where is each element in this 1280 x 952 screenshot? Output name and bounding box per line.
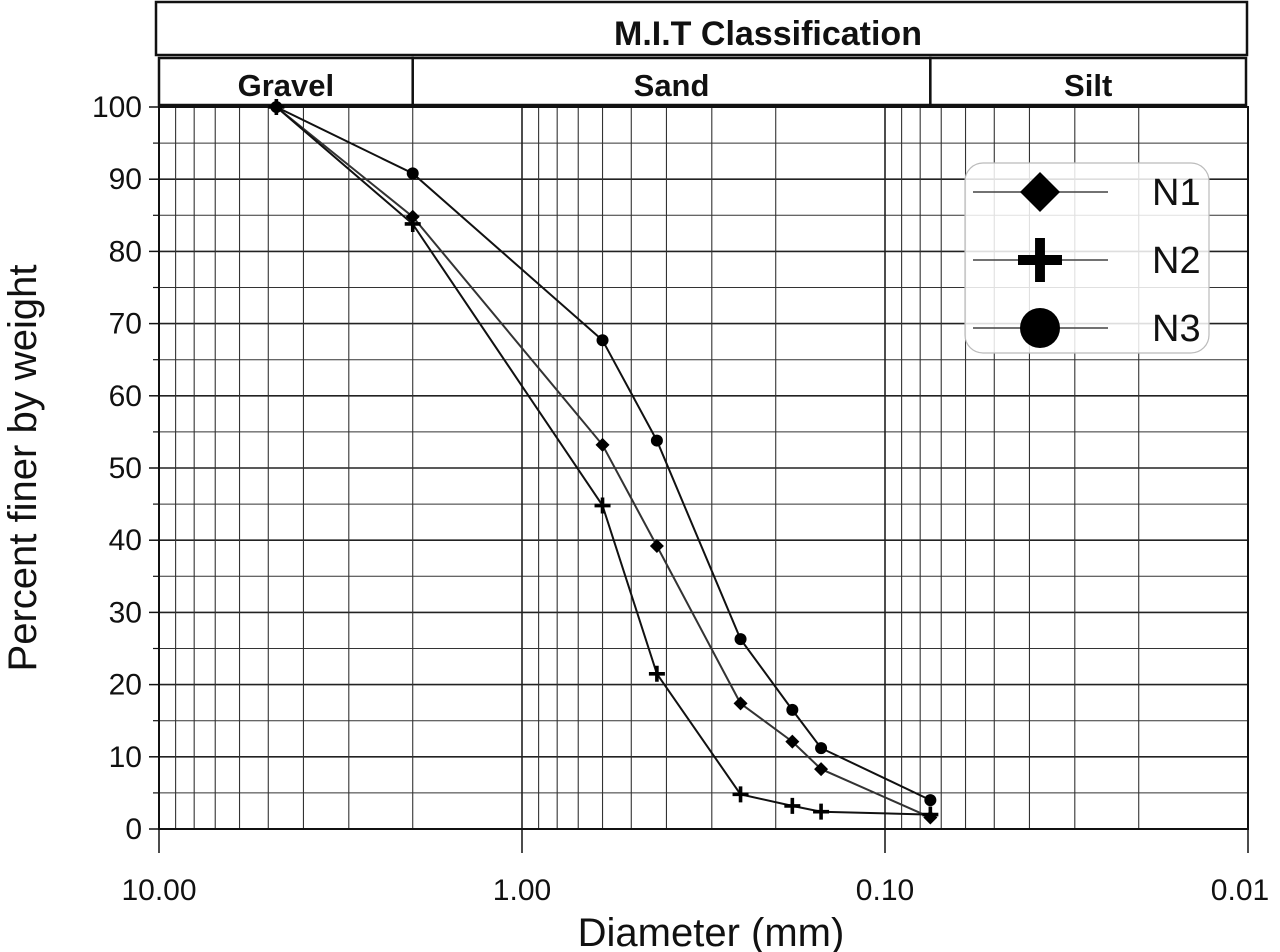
- classification-title-box: [154, 0, 1249, 57]
- data-point-n2: [732, 786, 749, 803]
- data-point-n2: [784, 797, 801, 814]
- x-tick-label: 0.10: [856, 874, 914, 907]
- x-axis-ticks: 10.00 1.00 0.10 0.01: [121, 829, 1269, 907]
- legend-marker-n1: [1020, 172, 1060, 212]
- data-point-n2: [813, 803, 830, 820]
- data-point-n1: [733, 696, 748, 711]
- data-point-n3: [786, 703, 799, 716]
- y-tick-label: 90: [109, 163, 142, 196]
- series-line-n3: [275, 106, 931, 802]
- class-band-label-sand: Sand: [634, 68, 710, 103]
- legend-label-n3: N3: [1152, 308, 1201, 350]
- y-axis-ticks: 0 10 20 30 40 50 60 70 80 90 100: [92, 91, 159, 846]
- series-n1: [269, 100, 938, 825]
- series-line-n1: [275, 106, 931, 819]
- data-point-n1: [595, 437, 610, 452]
- legend-marker-n2: [1018, 238, 1062, 282]
- y-tick-label: 30: [109, 596, 142, 629]
- data-point-n2: [404, 215, 421, 232]
- data-point-n3: [734, 633, 747, 646]
- series-n2: [268, 99, 939, 823]
- class-band-label-gravel: Gravel: [238, 68, 335, 103]
- class-band-sand: [411, 56, 932, 107]
- y-axis-title: Percent finer by weight: [1, 265, 45, 672]
- data-point-n3: [596, 334, 609, 347]
- x-tick-label: 10.00: [121, 874, 196, 907]
- y-tick-label: 80: [109, 235, 142, 268]
- data-point-n2: [594, 497, 611, 514]
- y-tick-label: 20: [109, 669, 142, 702]
- class-band-label-silt: Silt: [1064, 68, 1112, 103]
- data-point-n2: [922, 806, 939, 823]
- y-tick-label: 100: [92, 91, 142, 124]
- data-point-n1: [649, 538, 664, 553]
- class-band-gravel: [157, 56, 414, 107]
- series-line-n2: [275, 106, 931, 816]
- data-point-n2: [648, 665, 665, 682]
- y-tick-label: 70: [109, 308, 142, 341]
- plot-grid: [159, 107, 1248, 829]
- y-tick-label: 40: [109, 524, 142, 557]
- legend-marker-n3: [1020, 308, 1060, 348]
- y-tick-label: 60: [109, 380, 142, 413]
- classification-bands: Gravel Sand Silt: [157, 56, 1248, 107]
- data-point-n1: [814, 762, 829, 777]
- y-tick-label: 10: [109, 741, 142, 774]
- data-point-n3: [924, 794, 937, 807]
- y-tick-label: 0: [125, 813, 142, 846]
- series-n3: [270, 101, 937, 807]
- data-point-n3: [406, 167, 419, 180]
- data-point-n3: [815, 742, 828, 755]
- classification-title: M.I.T Classification: [614, 15, 922, 53]
- data-point-n1: [785, 734, 800, 749]
- x-tick-label: 0.01: [1211, 874, 1269, 907]
- legend-entry-n2: N2: [973, 238, 1201, 282]
- class-band-silt: [929, 56, 1248, 107]
- legend-label-n2: N2: [1152, 240, 1201, 282]
- x-tick-label: 1.00: [493, 874, 551, 907]
- legend-label-n1: N1: [1152, 172, 1201, 214]
- classification-header: M.I.T Classification Gravel Sand Silt: [154, 0, 1249, 107]
- series-layer: [268, 99, 939, 825]
- legend-box: [964, 162, 1210, 354]
- data-point-n3: [270, 101, 283, 113]
- x-axis-title: Diameter (mm): [578, 911, 845, 952]
- y-tick-label: 50: [109, 452, 142, 485]
- data-point-n3: [650, 434, 663, 447]
- legend-entry-n3: N3: [973, 308, 1201, 350]
- legend: N1 N2 N3: [964, 162, 1210, 354]
- legend-entry-n1: N1: [973, 172, 1201, 214]
